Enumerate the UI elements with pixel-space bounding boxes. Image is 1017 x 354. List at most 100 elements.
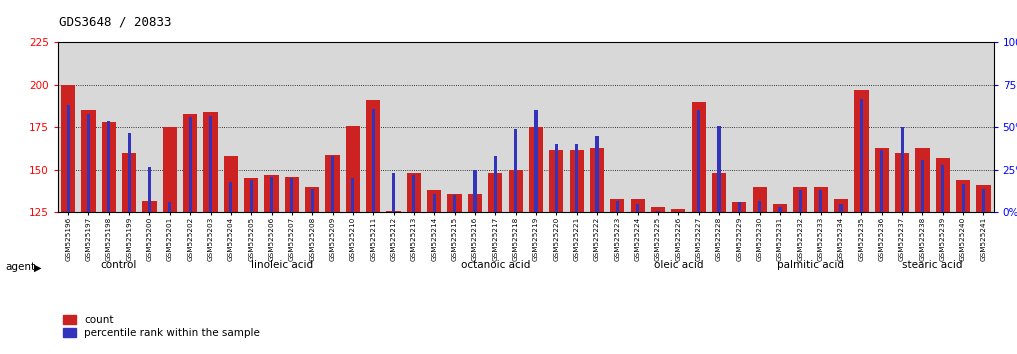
Bar [468,194,482,212]
Bar [290,178,294,212]
Bar [554,144,558,212]
Bar [453,195,457,212]
Bar [208,115,213,212]
Bar [366,100,380,212]
Bar [86,114,91,212]
Bar [66,105,70,212]
Bar [854,90,869,212]
Bar [753,187,767,212]
Bar [981,189,985,212]
Bar [371,109,375,212]
Bar [671,209,685,212]
Bar [814,187,828,212]
Text: palmitic acid: palmitic acid [777,259,844,270]
Bar [737,202,741,212]
Text: octanoic acid: octanoic acid [461,259,530,270]
Bar [570,149,584,212]
Bar [163,127,177,212]
Text: stearic acid: stearic acid [902,259,963,270]
Bar [793,187,807,212]
Text: linoleic acid: linoleic acid [250,259,313,270]
Bar [229,182,233,212]
Text: ▶: ▶ [34,262,41,272]
Bar [875,148,889,212]
Bar [936,158,950,212]
Bar [798,190,802,212]
Bar [976,185,991,212]
Bar [473,170,477,212]
Bar [895,153,909,212]
Bar [920,160,924,212]
Bar [692,102,706,212]
Bar [183,114,197,212]
Bar [264,175,279,212]
Bar [331,156,335,212]
Bar [631,199,645,212]
Bar [325,155,340,212]
Bar [412,175,416,212]
Text: oleic acid: oleic acid [654,259,703,270]
Bar [956,180,970,212]
Bar [941,165,945,212]
Bar [549,149,563,212]
Bar [900,127,904,212]
Bar [61,85,75,212]
Bar [81,110,96,212]
Bar [270,177,274,212]
Bar [508,170,523,212]
Bar [346,126,360,212]
Bar [386,211,401,212]
Bar [636,204,640,212]
Bar [142,200,157,212]
Bar [717,126,721,212]
Bar [392,173,396,212]
Text: agent: agent [5,262,36,272]
Bar [224,156,238,212]
Bar [407,173,421,212]
Bar [615,200,619,212]
Bar [305,187,319,212]
Bar [529,127,543,212]
Bar [859,98,863,212]
Bar [575,144,579,212]
Bar [778,207,782,212]
Bar [244,178,258,212]
Bar [514,129,518,212]
Text: GDS3648 / 20833: GDS3648 / 20833 [59,16,172,29]
Bar [915,148,930,212]
Bar [351,178,355,212]
Bar [188,117,192,212]
Bar [147,166,152,212]
Bar [249,180,253,212]
Bar [203,112,218,212]
Bar [758,200,762,212]
Bar [285,177,299,212]
Bar [488,173,502,212]
Bar [102,122,116,212]
Bar [712,173,726,212]
Bar [610,199,624,212]
Text: control: control [101,259,137,270]
Bar [447,194,462,212]
Bar [697,110,701,212]
Bar [834,199,848,212]
Bar [534,110,538,212]
Bar [432,194,436,212]
Bar [651,207,665,212]
Bar [122,153,136,212]
Bar [493,156,497,212]
Bar [127,132,131,212]
Bar [819,190,823,212]
Bar [107,121,111,212]
Bar [168,202,172,212]
Bar [773,204,787,212]
Bar [732,202,746,212]
Legend: count, percentile rank within the sample: count, percentile rank within the sample [63,315,260,338]
Bar [656,211,660,212]
Bar [595,136,599,212]
Bar [590,148,604,212]
Bar [839,204,843,212]
Bar [961,183,965,212]
Bar [880,149,884,212]
Bar [427,190,441,212]
